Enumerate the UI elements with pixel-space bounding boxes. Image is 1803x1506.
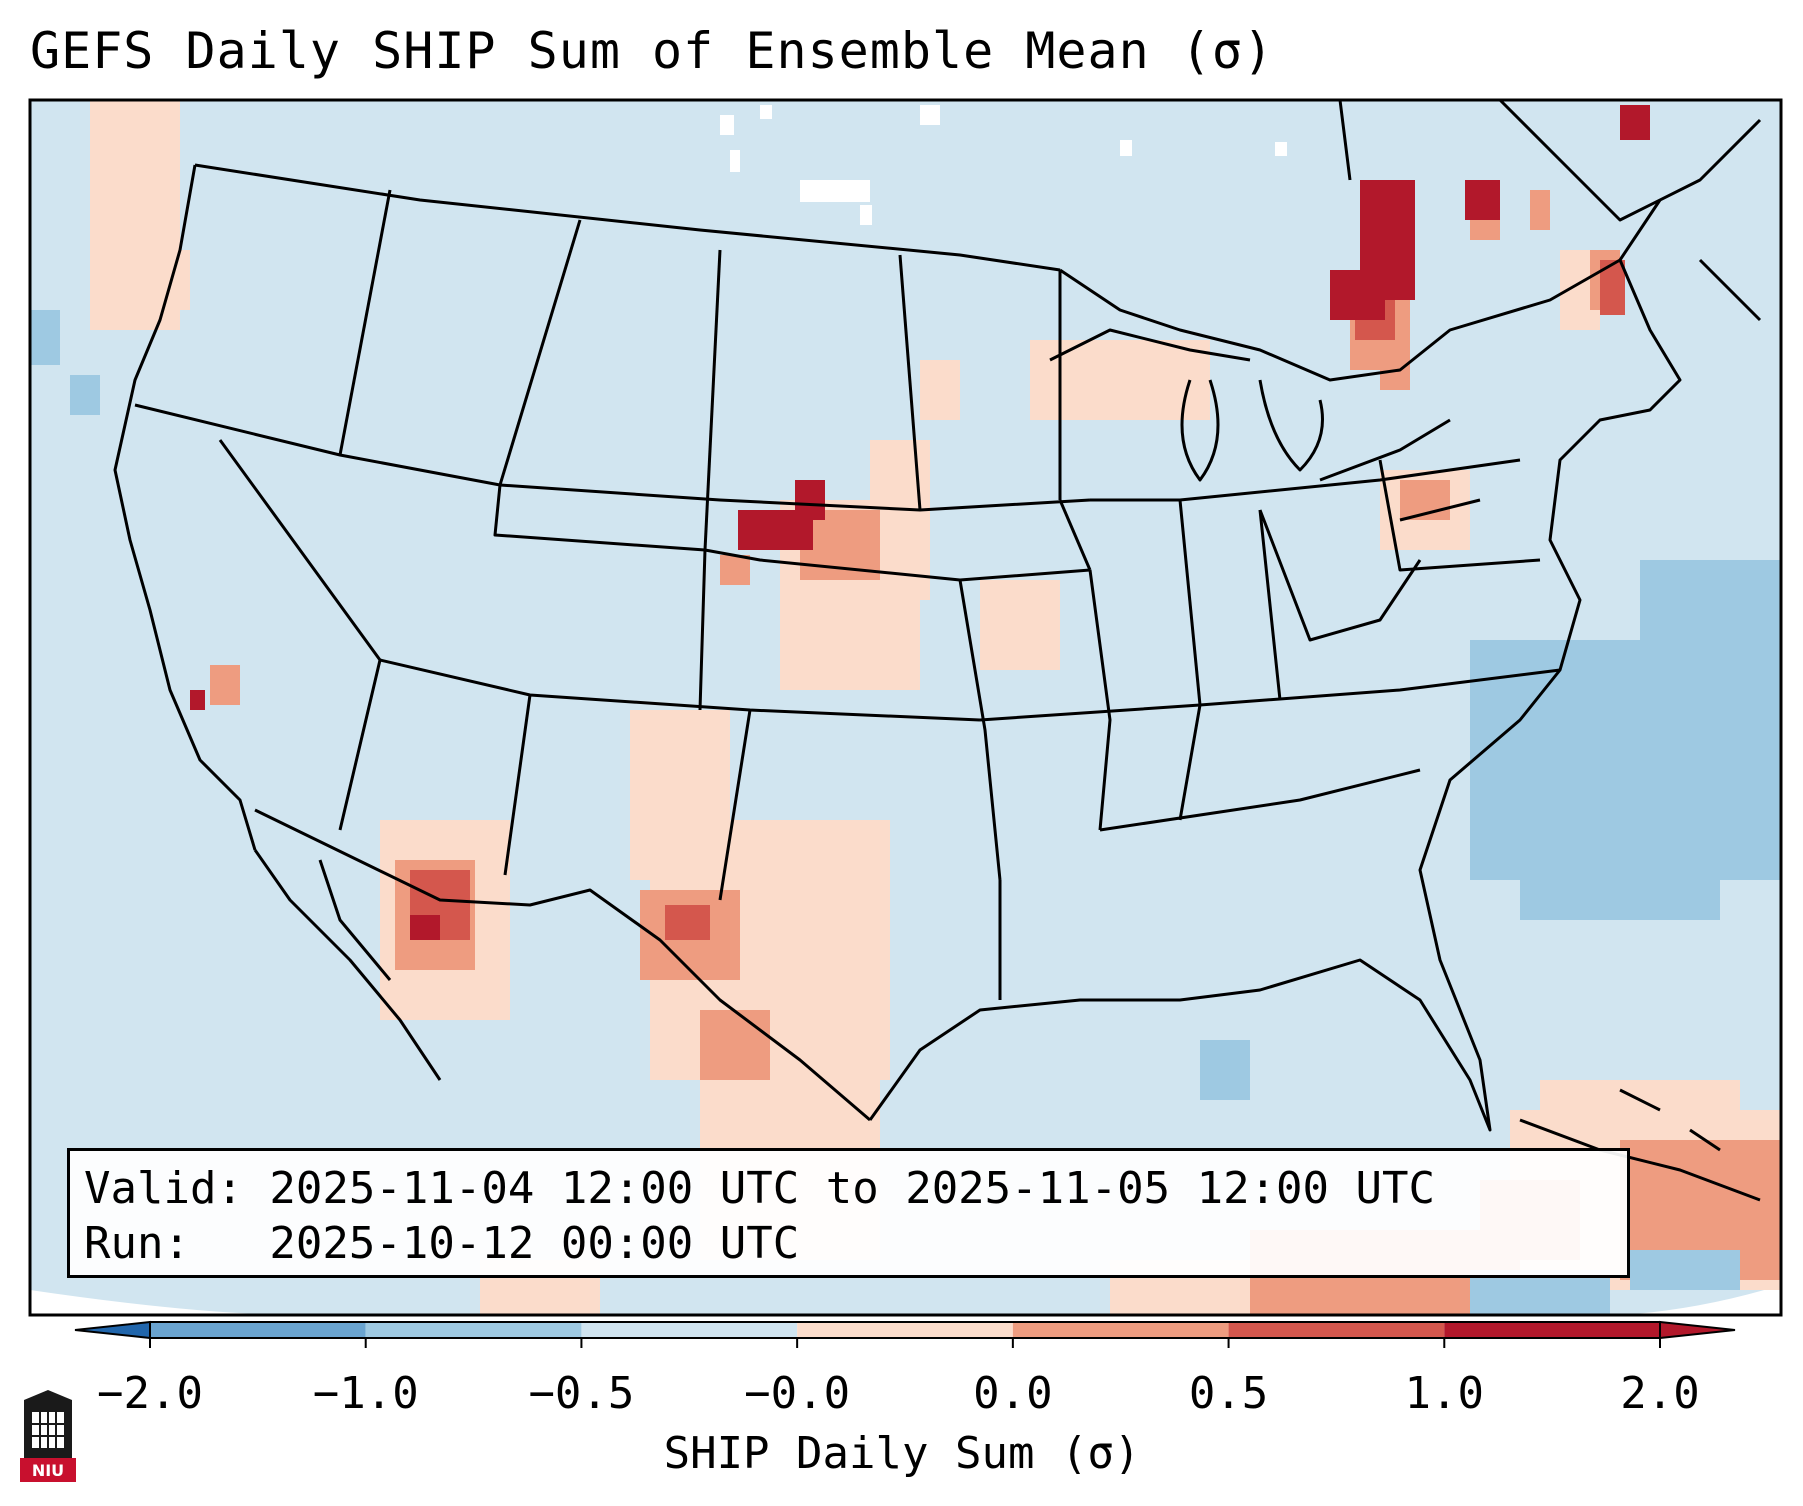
colorbar-tick-label: 2.0 <box>1620 1368 1700 1419</box>
projection-outside-left <box>30 1290 300 1315</box>
colorbar-ticks <box>149 1338 1661 1348</box>
colorbar-segment <box>1228 1322 1445 1338</box>
run-time: Run: 2025-10-12 00:00 UTC <box>84 1218 800 1269</box>
projection-outside-right <box>1620 1285 1781 1315</box>
anomaly-max-positive <box>190 105 1650 940</box>
no-data-patches <box>720 105 1287 225</box>
mexico-border <box>254 808 871 1122</box>
colorbar-extend-high <box>1659 1320 1736 1340</box>
colorbar-segment <box>365 1322 582 1338</box>
canada-border <box>194 163 1662 382</box>
gulf-coast <box>868 259 1682 1132</box>
west-coast <box>113 164 257 851</box>
anomaly-medium-negative <box>30 310 1781 1315</box>
colorbar-segment <box>1012 1322 1229 1338</box>
colorbar-segment <box>1444 1322 1660 1338</box>
colorbar-tick-label: −1.0 <box>312 1368 419 1419</box>
colorbar-extend-low <box>74 1320 151 1340</box>
great-lakes <box>1049 328 1481 522</box>
colorbar-tick-label: −2.0 <box>97 1368 203 1419</box>
map-title: GEFS Daily SHIP Sum of Ensemble Mean (σ) <box>30 22 1275 80</box>
niu-logo: NIU <box>20 1390 76 1482</box>
colorbar-segment <box>150 1322 366 1338</box>
colorbar-tick-label: −0.5 <box>528 1368 635 1419</box>
colorbar-segments <box>150 1322 1660 1338</box>
colorbar-segment <box>797 1322 1013 1338</box>
colorbar-tick-label: 0.0 <box>973 1368 1053 1419</box>
valid-time: Valid: 2025-11-04 12:00 UTC to 2025-11-0… <box>84 1163 1436 1214</box>
colorbar-tick-label: 0.5 <box>1188 1368 1269 1419</box>
map-frame <box>28 98 1783 1317</box>
valid-run-infobox: Valid: 2025-11-04 12:00 UTC to 2025-11-0… <box>67 1148 1630 1278</box>
colorbar-tick-label: 1.0 <box>1404 1368 1485 1419</box>
colorbar-segment <box>581 1322 798 1338</box>
logo-text: NIU <box>32 1461 64 1480</box>
colorbar-label: SHIP Daily Sum (σ) <box>663 1428 1141 1479</box>
colorbar-tick-label: −0.0 <box>744 1368 851 1419</box>
boundaries <box>113 98 1762 1202</box>
colorbar-outline <box>149 1321 1661 1339</box>
